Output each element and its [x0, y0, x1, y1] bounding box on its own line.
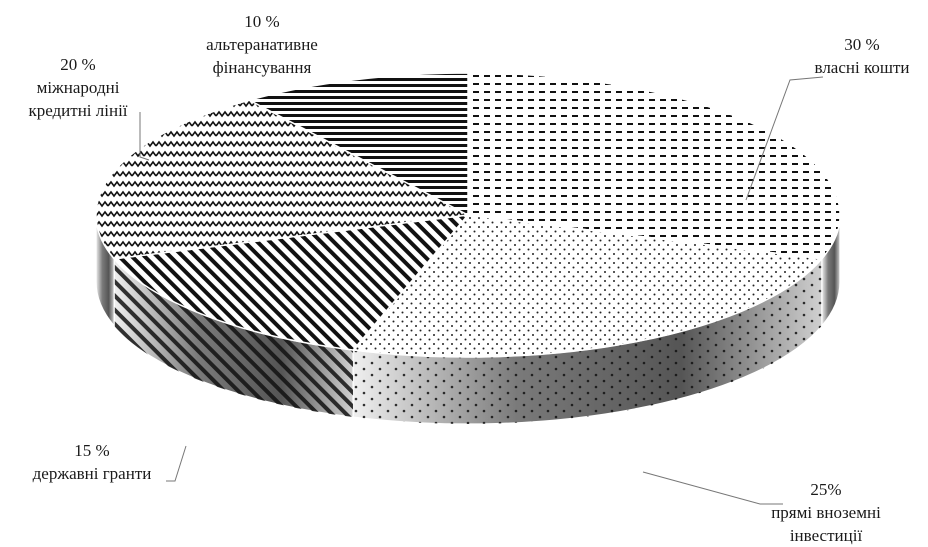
leader-line-4: [139, 112, 150, 161]
pie-slice-1: [467, 72, 841, 260]
slice-name-label: прямі вноземні: [771, 503, 881, 522]
slice-percent-label: 30 %: [844, 35, 879, 54]
slice-percent-label: 15 %: [74, 441, 109, 460]
pie-slice-5: [247, 72, 469, 217]
slice-percent-label: 10 %: [244, 12, 279, 31]
leader-lines: [139, 76, 824, 505]
pie-slice-3: [112, 214, 470, 351]
slice-labels: 30 % власні кошти 25% прямі вноземні інвести…: [28, 12, 909, 545]
slice-percent-label: 25%: [810, 480, 841, 499]
slice-name-label: державні гранти: [33, 464, 152, 483]
pie-side-pattern-3: [114, 258, 354, 418]
slice-percent-label: 20 %: [60, 55, 95, 74]
slice-name-label: міжнародні: [37, 78, 120, 97]
pie-sides: [95, 214, 841, 425]
pie-slice-4: [95, 99, 471, 260]
slice-name-label: альтеранативне: [206, 35, 318, 54]
slice-name-label: фінансування: [213, 58, 312, 77]
slice-name-label: інвестиції: [790, 526, 863, 545]
pie-slices: [95, 72, 841, 358]
leader-line-1: [745, 76, 824, 201]
slice-name-label: кредитні лінії: [28, 101, 127, 120]
leader-line-3: [166, 445, 187, 482]
pie-side-pattern-2: [353, 258, 822, 424]
leader-line-2: [642, 471, 783, 505]
pie-slice-2: [351, 214, 824, 358]
slice-name-label: власні кошти: [815, 58, 910, 77]
